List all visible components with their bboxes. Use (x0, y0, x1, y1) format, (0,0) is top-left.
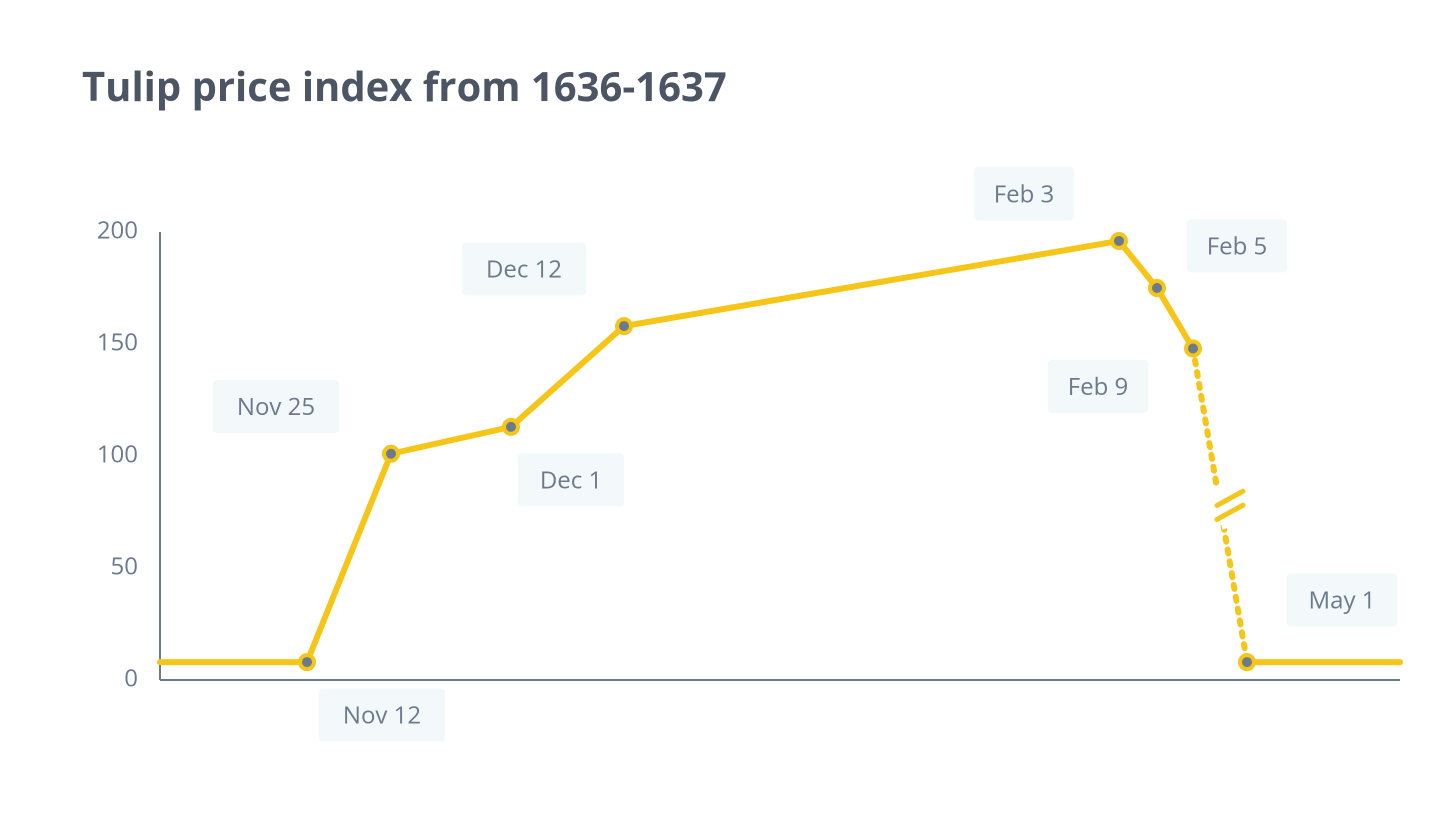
y-tick-label: 50 (111, 549, 138, 582)
data-point-marker (1240, 655, 1254, 669)
point-label: Dec 12 (462, 243, 586, 296)
line-segment (1157, 288, 1193, 348)
data-point-marker (1150, 281, 1164, 295)
line-segment (624, 241, 1119, 326)
svg-text:Dec 12: Dec 12 (486, 253, 562, 286)
y-tick-label: 100 (97, 437, 138, 470)
svg-text:Nov 12: Nov 12 (343, 699, 421, 732)
svg-text:Dec 1: Dec 1 (540, 463, 602, 496)
data-point-marker (384, 447, 398, 461)
svg-text:Feb 9: Feb 9 (1068, 370, 1129, 403)
data-point-marker (617, 319, 631, 333)
line-segment (1119, 241, 1157, 288)
svg-text:Feb 3: Feb 3 (994, 177, 1055, 210)
point-label: Feb 9 (1048, 360, 1149, 413)
y-tick-label: 0 (124, 661, 138, 694)
point-label: May 1 (1287, 574, 1398, 627)
y-tick-label: 150 (97, 325, 138, 358)
data-point-marker (1186, 341, 1200, 355)
line-segment (391, 427, 511, 454)
data-point-marker (300, 655, 314, 669)
line-segment (307, 454, 391, 662)
point-label: Feb 5 (1187, 219, 1288, 272)
line-segment (511, 326, 624, 427)
data-point-marker (1112, 234, 1126, 248)
axis-break-gap (1224, 485, 1236, 526)
data-point-marker (504, 420, 518, 434)
svg-text:Nov 25: Nov 25 (237, 390, 315, 423)
y-tick-label: 200 (97, 213, 138, 246)
point-label: Feb 3 (974, 167, 1075, 220)
point-label: Nov 12 (319, 689, 445, 742)
tulip-price-chart: 0 50 100 150 200 Nov 12 Nov 25 Dec 1 Dec 12 Feb 3… (0, 0, 1454, 828)
svg-text:May 1: May 1 (1309, 584, 1376, 617)
svg-text:Feb 5: Feb 5 (1207, 229, 1268, 262)
point-label: Nov 25 (213, 380, 339, 433)
point-label: Dec 1 (518, 453, 624, 506)
